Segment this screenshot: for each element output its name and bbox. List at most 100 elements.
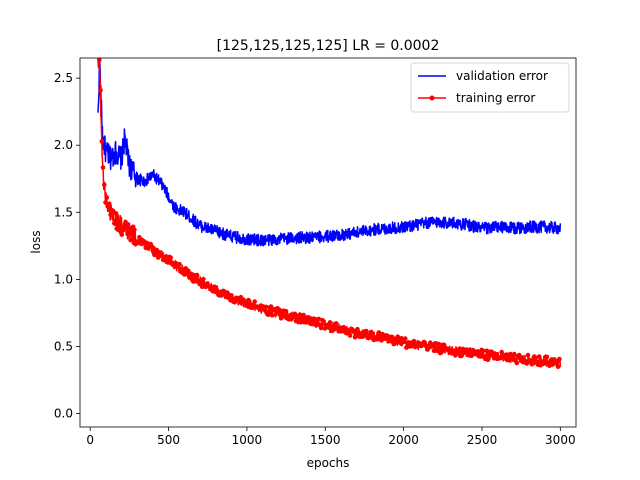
training-error-point: [127, 231, 132, 236]
legend: validation error training error: [410, 62, 570, 113]
training-error-point: [555, 364, 561, 370]
training-error-point: [395, 334, 401, 340]
training-error-point: [213, 285, 219, 290]
training-error-point: [201, 276, 206, 282]
x-tick-label: 1000: [232, 433, 263, 447]
training-error-point: [179, 266, 185, 272]
training-error-point: [283, 309, 289, 314]
training-error-point: [132, 227, 137, 232]
series-training-error: [97, 58, 562, 370]
training-error-point: [107, 201, 112, 207]
series-markers: [97, 58, 562, 370]
y-axis-label: loss: [29, 230, 43, 253]
training-error-point: [486, 353, 492, 358]
plot-area: [79, 57, 577, 428]
training-error-point: [514, 360, 520, 366]
training-error-point: [144, 240, 150, 246]
training-error-point: [194, 272, 200, 278]
training-error-point: [252, 299, 257, 304]
training-error-point: [485, 357, 491, 363]
training-error-point: [469, 353, 474, 359]
y-tick-label: 0.5: [54, 339, 73, 353]
training-error-point: [103, 200, 108, 205]
x-tick-label: 2000: [388, 433, 419, 447]
training-error-point: [525, 352, 531, 358]
training-error-point: [301, 312, 306, 318]
training-error-point: [352, 335, 358, 340]
training-error-point: [270, 313, 275, 318]
training-error-point: [484, 348, 490, 354]
training-error-point: [480, 348, 486, 354]
training-error-point: [292, 311, 298, 317]
legend-label-training: training error: [456, 91, 535, 105]
y-tick-label: 2.5: [54, 71, 73, 85]
legend-marker-training: [429, 95, 435, 101]
training-error-point: [459, 353, 464, 359]
training-error-point: [436, 342, 442, 347]
training-error-point: [303, 320, 309, 325]
training-error-point: [165, 260, 171, 265]
training-error-point: [402, 336, 408, 341]
training-error-point: [177, 261, 182, 267]
training-error-point: [347, 333, 353, 338]
training-error-point: [533, 355, 538, 360]
x-axis: 0 500 1000 1500 2000 2500 3000: [86, 427, 576, 447]
series-layer: [97, 58, 562, 370]
training-error-point: [267, 308, 273, 313]
legend-label-validation: validation error: [456, 69, 548, 83]
training-error-point: [425, 347, 431, 352]
y-tick-label: 0.0: [54, 407, 73, 421]
training-error-point: [512, 351, 517, 357]
training-error-point: [499, 349, 505, 355]
training-error-point: [439, 349, 444, 355]
series-validation-error: [97, 59, 562, 247]
training-error-point: [188, 271, 194, 277]
training-error-point: [316, 316, 322, 322]
training-error-point: [475, 349, 481, 354]
training-error-point: [159, 251, 165, 257]
training-error-point: [542, 360, 547, 365]
training-error-point: [99, 139, 105, 144]
training-error-point: [97, 58, 102, 63]
x-tick-label: 500: [157, 433, 180, 447]
training-error-point: [354, 330, 359, 336]
training-error-point: [108, 212, 113, 217]
legend-box: [410, 62, 570, 113]
x-tick-label: 2500: [467, 433, 498, 447]
training-error-point: [364, 328, 369, 334]
training-error-point: [380, 331, 385, 337]
training-error-point: [494, 352, 500, 357]
training-error-point: [266, 312, 271, 318]
training-error-point: [298, 320, 304, 325]
training-error-point: [310, 321, 315, 327]
training-error-point: [154, 247, 160, 253]
training-error-point: [537, 354, 542, 359]
training-error-point: [321, 319, 327, 324]
y-tick-label: 2.0: [54, 138, 73, 152]
training-error-point: [125, 222, 131, 227]
x-axis-label: epochs: [307, 456, 350, 470]
training-error-point: [113, 211, 118, 216]
training-error-point: [191, 279, 196, 284]
training-error-point: [318, 325, 324, 331]
training-error-point: [119, 232, 125, 237]
y-tick-label: 1.0: [54, 272, 73, 286]
training-error-point: [98, 88, 103, 93]
training-error-point: [326, 325, 332, 330]
series-line: [97, 59, 562, 247]
training-error-point: [102, 182, 107, 187]
training-error-point: [333, 321, 339, 326]
y-tick-label: 1.5: [54, 205, 73, 219]
training-error-point: [434, 348, 439, 354]
training-error-point: [557, 356, 562, 362]
training-error-point: [375, 337, 380, 342]
training-error-point: [263, 304, 269, 310]
training-error-point: [112, 221, 117, 226]
x-tick-label: 1500: [310, 433, 341, 447]
training-error-point: [168, 255, 173, 260]
training-error-point: [456, 346, 462, 352]
training-error-point: [355, 326, 360, 332]
y-axis: 0.0 0.5 1.0 1.5 2.0 2.5: [54, 71, 80, 421]
x-tick-label: 0: [86, 433, 94, 447]
